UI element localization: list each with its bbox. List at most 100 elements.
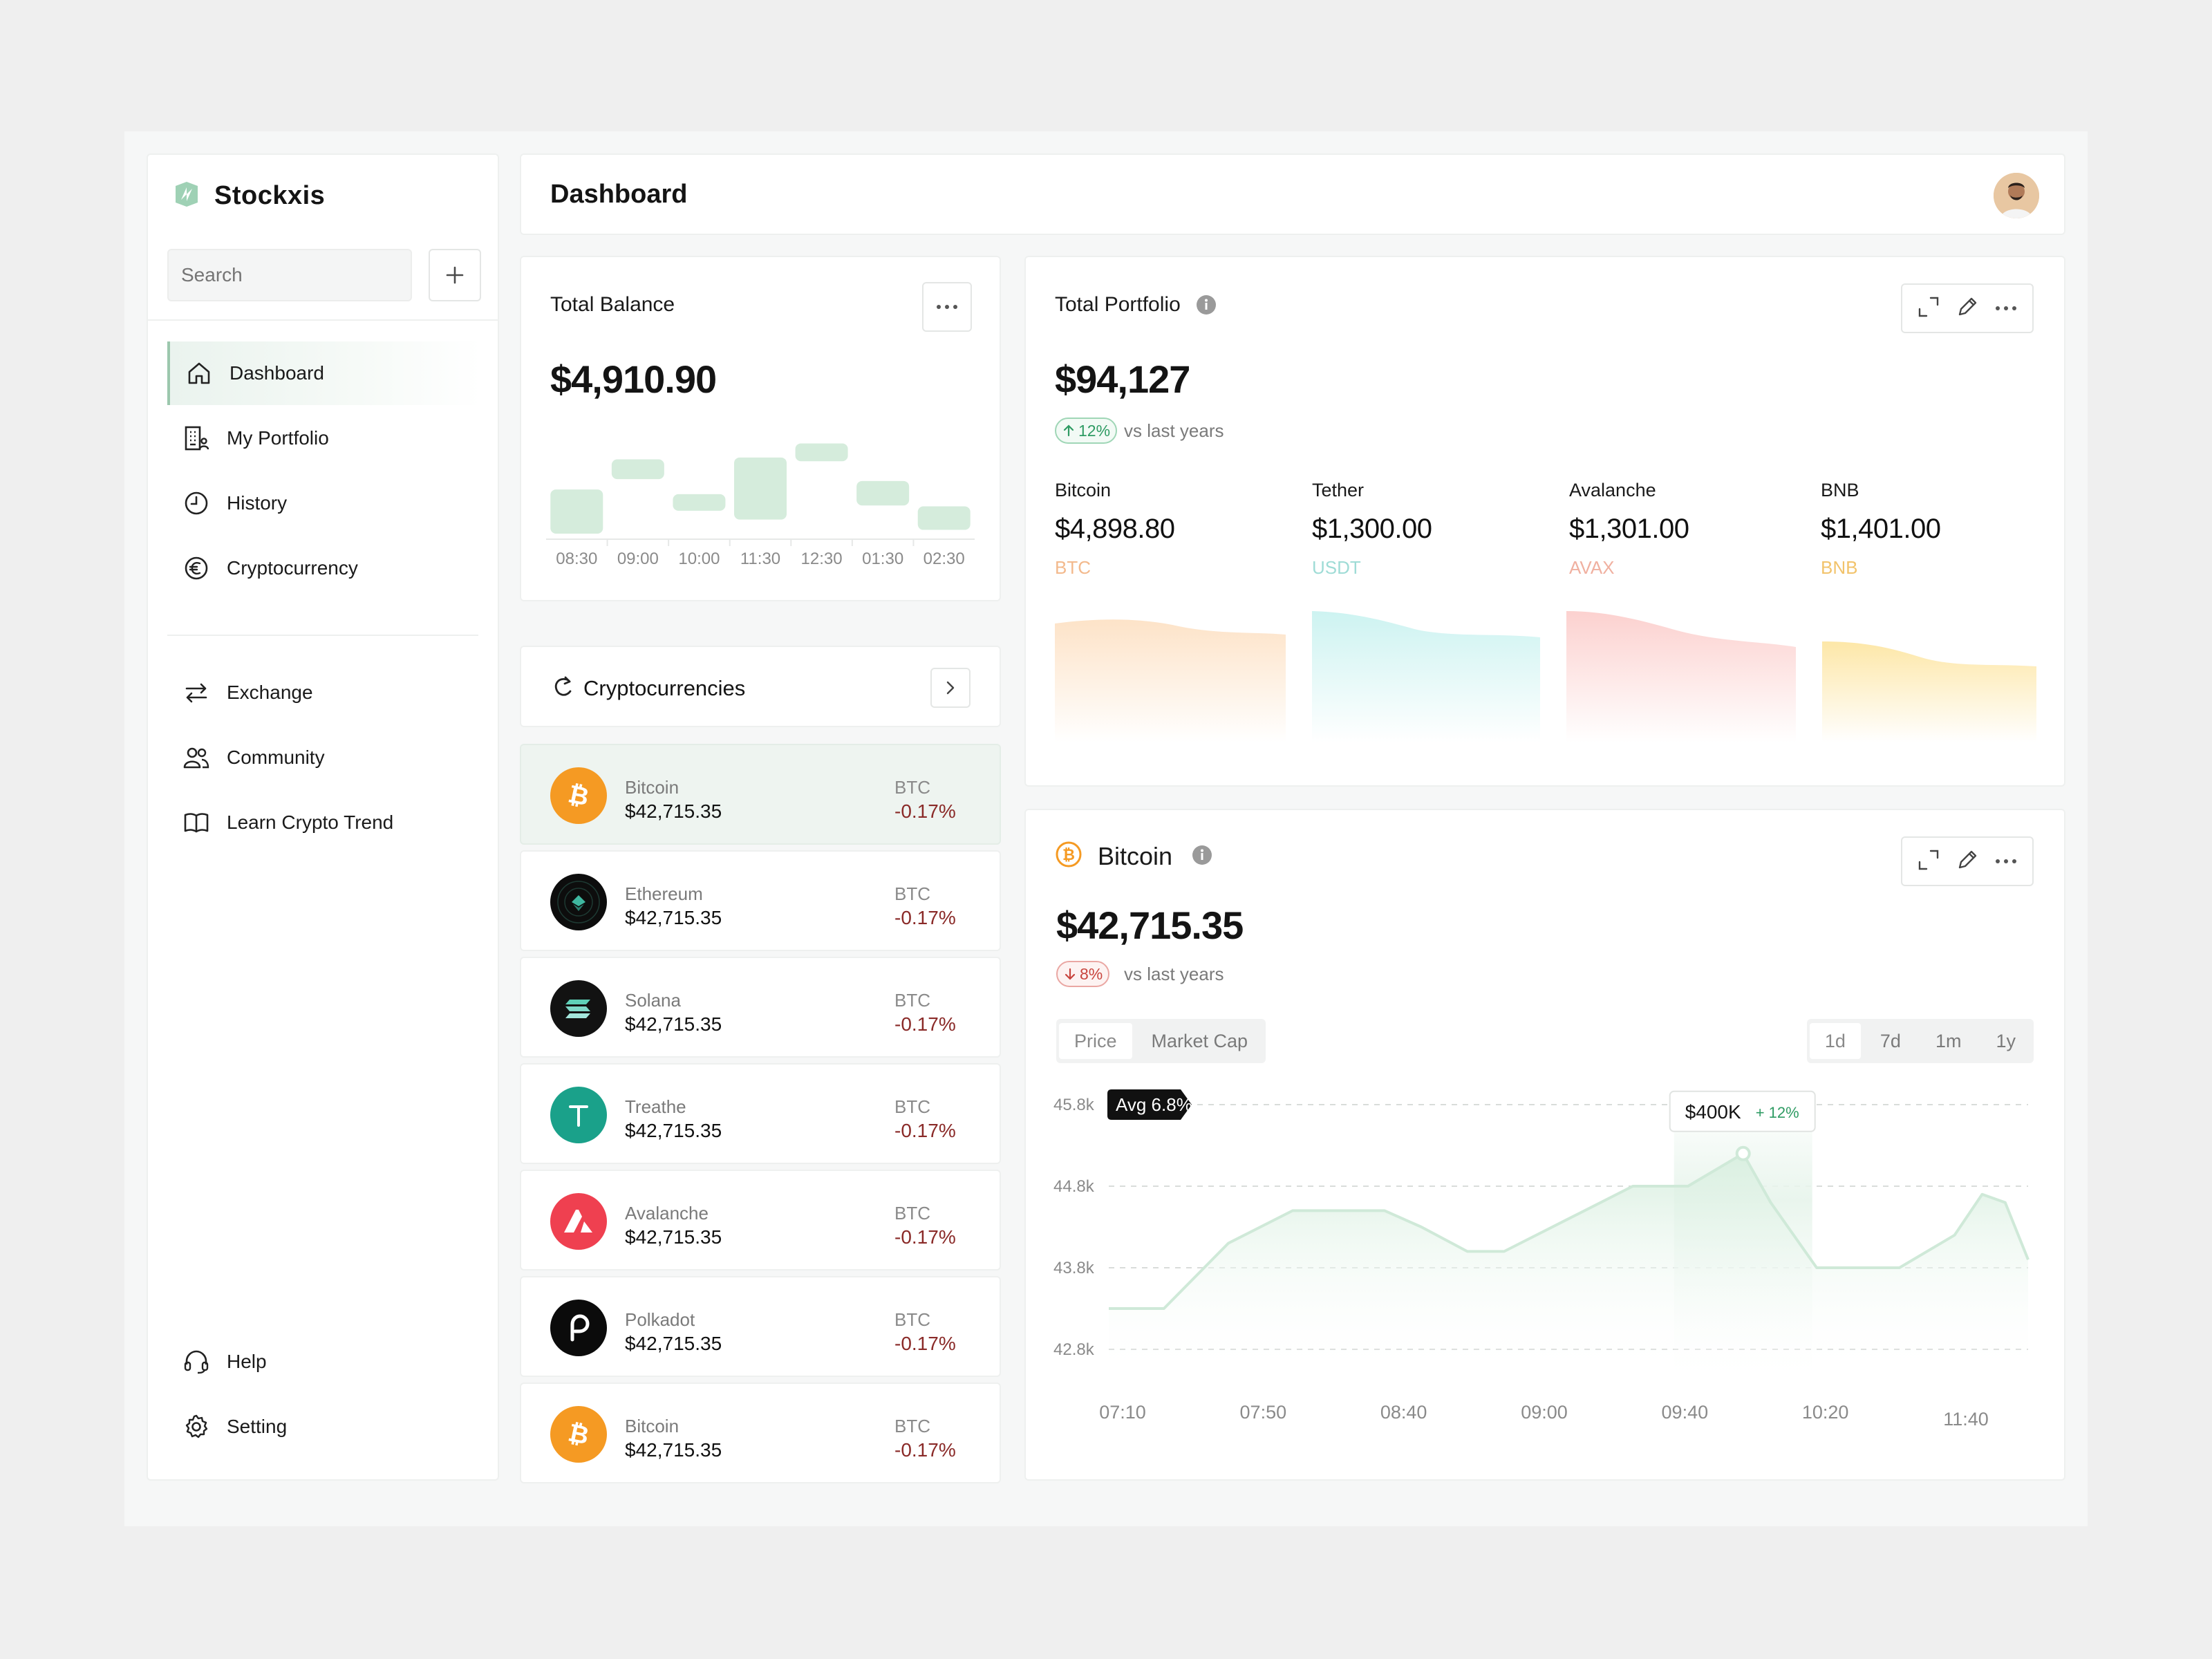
balance-bar-chart: 08:30 09:00 10:00 11:30 12:30 01:30 02:30 (546, 443, 975, 568)
asset-name: Tether (1312, 480, 1365, 500)
coin-row-treathe[interactable]: Treathe $42,715.35 BTC -0.17% (520, 1063, 1001, 1164)
book-icon (181, 807, 212, 838)
coin-price: $42,715.35 (625, 1120, 722, 1141)
search-input[interactable] (167, 249, 412, 301)
bitcoin-small-icon: ₿ (1055, 841, 1082, 872)
coin-row-bitcoin[interactable]: ₿ Bitcoin $42,715.35 BTC -0.17% (520, 1382, 1001, 1483)
plus-icon (446, 266, 464, 284)
bitcoin-change-value: 8% (1080, 964, 1103, 983)
sidebar-item-help[interactable]: Help (167, 1330, 481, 1394)
range-7d[interactable]: 7d (1880, 1030, 1901, 1051)
headset-icon (181, 1347, 212, 1377)
user-avatar-icon (1994, 173, 2039, 218)
sidebar-item-label: Cryptocurrency (227, 557, 358, 579)
coin-row-avalanche[interactable]: Avalanche $42,715.35 BTC -0.17% (520, 1170, 1001, 1271)
coin-change: -0.17% (894, 1333, 956, 1354)
edit-icon[interactable] (1956, 848, 1979, 875)
sidebar-item-history[interactable]: History (167, 471, 481, 535)
coin-row-ethereum[interactable]: Ethereum $42,715.35 BTC -0.17% (520, 850, 1001, 951)
arrow-up-icon (1063, 424, 1074, 437)
gear-icon (181, 1412, 212, 1442)
coin-row-bitcoin[interactable]: ₿ Bitcoin $42,715.35 BTC -0.17% (520, 744, 1001, 845)
sidebar-item-dashboard[interactable]: Dashboard (167, 341, 481, 405)
coin-price: $42,715.35 (625, 800, 722, 822)
range-1m[interactable]: 1m (1935, 1030, 1962, 1051)
sidebar-item-exchange[interactable]: Exchange (167, 661, 481, 724)
sidebar-item-label: Community (227, 747, 325, 768)
expand-icon[interactable] (1917, 848, 1940, 875)
range-1d[interactable]: 1d (1809, 1023, 1861, 1059)
users-icon (181, 742, 212, 773)
peak-marker[interactable] (1735, 1145, 1751, 1161)
more-icon[interactable] (1994, 855, 2018, 868)
coin-name: Treathe (625, 1096, 686, 1117)
avg-label-text: Avg 6.8% (1116, 1094, 1192, 1115)
cryptocurrencies-more-button[interactable] (930, 668, 971, 708)
sidebar-item-community[interactable]: Community (167, 726, 481, 789)
avatar[interactable] (1994, 173, 2039, 218)
coin-row-solana[interactable]: Solana $42,715.35 BTC -0.17% (520, 957, 1001, 1058)
total-portfolio-title: Total Portfolio (1055, 293, 1181, 316)
coin-name: Ethereum (625, 883, 703, 904)
x-tick-label: 11:40 (1943, 1409, 1989, 1430)
asset-avalanche[interactable]: Avalanche $1,301.00 AVAX (1569, 480, 1804, 579)
asset-value: $1,300.00 (1312, 514, 1432, 544)
page-title: Dashboard (550, 180, 688, 209)
info-icon[interactable] (1192, 845, 1212, 869)
asset-name: BNB (1821, 480, 1859, 500)
balance-more-button[interactable] (922, 282, 972, 332)
sidebar-item-my-portfolio[interactable]: My Portfolio (167, 406, 481, 470)
x-tick-label: 09:00 (1521, 1402, 1568, 1423)
range-1y[interactable]: 1y (1996, 1030, 2016, 1051)
coin-ticker: BTC (894, 883, 930, 904)
svg-text:₿: ₿ (565, 1418, 591, 1450)
x-tick-label: 10:20 (1802, 1402, 1849, 1423)
balance-time-label: 11:30 (740, 550, 780, 568)
price-area (1109, 1153, 2028, 1377)
sidebar-item-cryptocurrency[interactable]: Cryptocurrency (167, 536, 481, 600)
asset-tether[interactable]: Tether $1,300.00 USDT (1312, 480, 1547, 579)
app-frame: Stockxis Dashboard My Portfolio Histo (124, 131, 2088, 1526)
sidebar-item-label: Exchange (227, 682, 313, 703)
sidebar-item-learn-crypto-trend[interactable]: Learn Crypto Trend (167, 791, 481, 854)
bitcoin-title: Bitcoin (1098, 842, 1173, 870)
clock-icon (181, 488, 212, 518)
coin-price: $42,715.35 (625, 907, 722, 928)
coin-change: -0.17% (894, 1439, 956, 1461)
coin-price: $42,715.35 (625, 1333, 722, 1354)
more-icon[interactable] (1994, 302, 2018, 315)
asset-name: Avalanche (1569, 480, 1656, 500)
tab-price[interactable]: Price (1059, 1023, 1132, 1059)
asset-ticker: AVAX (1569, 557, 1615, 578)
asset-value: $4,898.80 (1055, 514, 1175, 544)
exchange-icon (181, 677, 212, 708)
asset-value: $1,301.00 (1569, 514, 1689, 544)
chevron-right-icon (946, 681, 955, 695)
svg-text:₿: ₿ (1062, 847, 1075, 864)
coin-change: -0.17% (894, 907, 956, 928)
asset-bnb[interactable]: BNB $1,401.00 BNB (1821, 480, 2056, 579)
arrow-down-icon (1065, 968, 1076, 980)
add-button[interactable] (429, 249, 481, 301)
asset-bitcoin[interactable]: Bitcoin $4,898.80 BTC (1055, 480, 1290, 579)
balance-bar (611, 459, 664, 480)
x-tick-label: 07:10 (1099, 1402, 1146, 1423)
info-icon[interactable] (1196, 294, 1217, 319)
expand-icon[interactable] (1917, 295, 1940, 322)
asset-value: $1,401.00 (1821, 514, 1941, 544)
edit-icon[interactable] (1956, 295, 1979, 322)
tooltip-delta: + 12% (1756, 1104, 1799, 1121)
total-balance-value: $4,910.90 (550, 357, 717, 401)
balance-time-label: 01:30 (862, 550, 903, 568)
coin-ticker: BTC (894, 990, 930, 1011)
coin-row-polkadot[interactable]: Polkadot $42,715.35 BTC -0.17% (520, 1276, 1001, 1377)
sidebar-item-setting[interactable]: Setting (167, 1395, 481, 1459)
building-icon (181, 423, 212, 453)
brand[interactable]: Stockxis (171, 178, 325, 213)
sidebar-item-label: Learn Crypto Trend (227, 812, 394, 833)
sidebar-divider (167, 635, 478, 636)
refresh-icon (550, 675, 577, 704)
coin-name: Polkadot (625, 1309, 695, 1330)
tooltip-value: $400K (1685, 1101, 1741, 1123)
tab-market-cap[interactable]: Market Cap (1151, 1030, 1248, 1051)
